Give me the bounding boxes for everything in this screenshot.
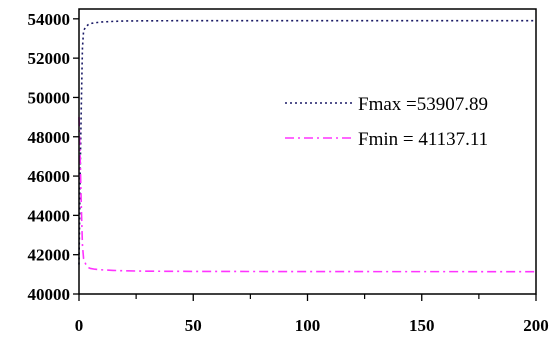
y-tick-label: 50000 xyxy=(28,88,71,107)
y-tick-label: 48000 xyxy=(28,128,71,147)
y-tick-label: 52000 xyxy=(28,49,71,68)
plot-frame xyxy=(78,8,537,295)
legend: Fmax =53907.89 Fmin = 41137.11 xyxy=(285,94,488,150)
y-tick-label: 44000 xyxy=(28,206,71,225)
x-tick-label: 0 xyxy=(75,316,84,335)
y-tick-label: 54000 xyxy=(28,10,71,29)
series-line-2 xyxy=(78,117,537,273)
x-tick-label: 200 xyxy=(523,316,549,335)
x-tick-label: 100 xyxy=(295,316,321,335)
series-layer xyxy=(78,19,537,273)
x-tick-label: 150 xyxy=(409,316,435,335)
ticks-layer: 0 50 100 150 200 40000 42000 44000 46000 48000 500… xyxy=(28,10,549,335)
y-tick-label: 46000 xyxy=(28,167,71,186)
x-tick-label: 50 xyxy=(185,316,202,335)
legend-label: Fmax =53907.89 xyxy=(358,94,488,115)
y-tick-label: 40000 xyxy=(28,285,71,304)
legend-entry-2: Fmin = 41137.11 xyxy=(285,129,488,150)
axes-layer xyxy=(78,8,537,295)
series-line-1 xyxy=(78,19,537,265)
legend-entry-1: Fmax =53907.89 xyxy=(285,94,488,115)
legend-label: Fmin = 41137.11 xyxy=(358,129,488,150)
y-tick-label: 42000 xyxy=(28,246,71,265)
